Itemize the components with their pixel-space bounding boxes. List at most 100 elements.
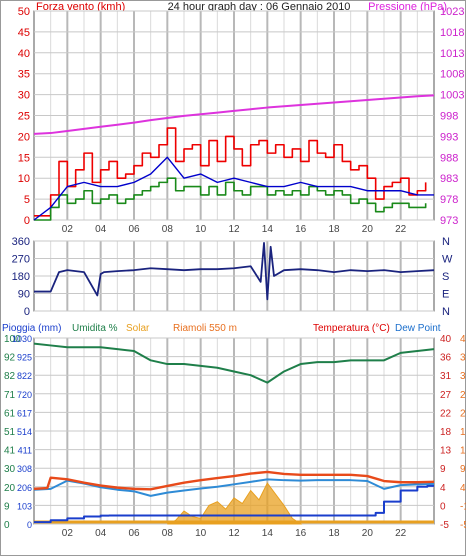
wind-y-tick-label: 35: [18, 69, 30, 81]
compass-tick-label: S: [442, 271, 449, 283]
wind-y-tick-label: 40: [18, 48, 30, 60]
rain-y-tick-label: 720: [17, 390, 32, 400]
x-tick-label: 20: [362, 528, 374, 539]
pressure-y-tick-label: 1013: [440, 48, 464, 60]
temp-outer-y-tick-label: -1: [460, 501, 466, 512]
temp-inner-y-tick-label: 18: [440, 427, 452, 438]
temp-outer-y-tick-label: 31: [460, 371, 466, 382]
wind-y-tick-label: 50: [18, 6, 30, 18]
legend-solar: Solar: [126, 323, 150, 334]
pressure-y-tick-label: 983: [440, 173, 458, 185]
pressure-y-tick-label: 993: [440, 131, 458, 143]
pressure-series-line: [33, 94, 435, 135]
temp-inner-y-tick-label: 22: [440, 408, 452, 419]
wind-y-tick-label: 0: [24, 215, 30, 227]
temp-inner-y-tick-label: 31: [440, 371, 452, 382]
x-tick-label: 22: [395, 224, 407, 235]
temp-outer-y-tick-label: 36: [460, 353, 466, 364]
pressure-y-tick-label: 978: [440, 194, 458, 206]
temp-outer-y-tick-label: 27: [460, 390, 466, 401]
temp-inner-y-tick-label: 9: [440, 464, 446, 475]
temp-inner-y-tick-label: 13: [440, 446, 452, 457]
wind-y-tick-label: 15: [18, 152, 30, 164]
x-tick-label: 22: [395, 528, 407, 539]
direction-y-tick-label: 0: [24, 306, 30, 318]
temp-outer-y-tick-label: 13: [460, 446, 466, 457]
wind-y-tick-label: 25: [18, 111, 30, 123]
x-tick-label: 06: [128, 224, 140, 235]
x-tick-label: 12: [228, 224, 240, 235]
legend-station: Riamoli 550 m: [173, 323, 237, 334]
temp-outer-y-tick-label: 4: [460, 483, 466, 494]
humidity-y-tick-label: 51: [4, 427, 16, 438]
rain-y-tick-label: 617: [17, 408, 32, 418]
legend-dew-point: Dew Point: [395, 323, 441, 334]
humidity-y-tick-label: 9: [4, 501, 10, 512]
temp-outer-y-tick-label: 18: [460, 427, 466, 438]
compass-tick-label: E: [442, 289, 449, 301]
temp-inner-y-tick-label: 36: [440, 353, 452, 364]
x-tick-label: 12: [228, 528, 240, 539]
x-tick-label: 10: [195, 528, 207, 539]
legend-temperature: Temperatura (°C): [313, 323, 390, 334]
humidity-series-line: [33, 342, 435, 384]
wind-y-tick-label: 20: [18, 131, 30, 143]
compass-tick-label: N: [442, 306, 450, 318]
graph-title: 24 hour graph day : 06 Gennaio 2010: [168, 1, 351, 13]
humidity-y-tick-label: 71: [4, 390, 16, 401]
humidity-y-tick-label: 20: [4, 483, 16, 494]
pressure-y-tick-label: 1018: [440, 27, 464, 39]
humidity-y-tick-label: 41: [4, 446, 16, 457]
x-tick-label: 08: [162, 528, 174, 539]
x-tick-label: 08: [162, 224, 174, 235]
pressure-y-tick-label: 973: [440, 215, 458, 227]
x-tick-label: 20: [362, 224, 374, 235]
wind-direction-series-line: [34, 242, 435, 301]
temp-outer-y-tick-label: 22: [460, 408, 466, 419]
gust-series-line: [34, 127, 427, 217]
humidity-y-tick-label: 82: [4, 371, 16, 382]
temp-inner-y-tick-label: 4: [440, 483, 446, 494]
compass-tick-label: N: [442, 236, 450, 248]
wind-average-series-line: [34, 177, 427, 221]
direction-y-tick-label: 180: [12, 271, 30, 283]
wind-y-tick-label: 5: [24, 194, 30, 206]
direction-y-tick-label: 90: [18, 289, 30, 301]
humidity-y-tick-label: 92: [4, 353, 16, 364]
x-tick-label: 04: [95, 528, 107, 539]
rain-y-tick-label: 1030: [12, 334, 32, 344]
rain-y-tick-label: 0: [27, 520, 32, 530]
x-tick-label: 16: [295, 224, 307, 235]
temp-inner-y-tick-label: 27: [440, 390, 452, 401]
pressure-y-tick-label: 1023: [440, 6, 464, 18]
humidity-y-tick-label: 0: [4, 520, 10, 531]
direction-y-tick-label: 270: [12, 254, 30, 266]
humidity-y-tick-label: 30: [4, 464, 16, 475]
compass-tick-label: W: [442, 254, 453, 266]
wind-speed-series-line: [33, 156, 434, 221]
temp-outer-y-tick-label: 40: [460, 334, 466, 345]
humidity-y-tick-label: 100: [4, 334, 21, 345]
pressure-y-tick-label: 1003: [440, 90, 464, 102]
legend-humidity: Umidita %: [72, 323, 118, 334]
wind-speed-axis-title: Forza vento (kmh): [36, 1, 125, 13]
x-tick-label: 06: [128, 528, 140, 539]
rain-y-tick-label: 103: [17, 501, 32, 511]
rain-y-tick-label: 822: [17, 371, 32, 381]
pressure-y-tick-label: 988: [440, 152, 458, 164]
temperature-series-line: [33, 470, 435, 491]
wind-y-tick-label: 30: [18, 90, 30, 102]
temp-inner-y-tick-label: 40: [440, 334, 452, 345]
temp-inner-y-tick-label: -5: [440, 520, 449, 531]
x-tick-label: 10: [195, 224, 207, 235]
temp-outer-y-tick-label: -5: [460, 520, 466, 531]
rain-y-tick-label: 514: [17, 427, 32, 437]
x-tick-label: 18: [328, 528, 340, 539]
x-tick-label: 16: [295, 528, 307, 539]
x-tick-label: 02: [62, 528, 74, 539]
x-tick-label: 02: [62, 224, 74, 235]
x-tick-label: 18: [328, 224, 340, 235]
x-tick-label: 14: [262, 224, 274, 235]
dew-point-series-line: [33, 478, 435, 497]
